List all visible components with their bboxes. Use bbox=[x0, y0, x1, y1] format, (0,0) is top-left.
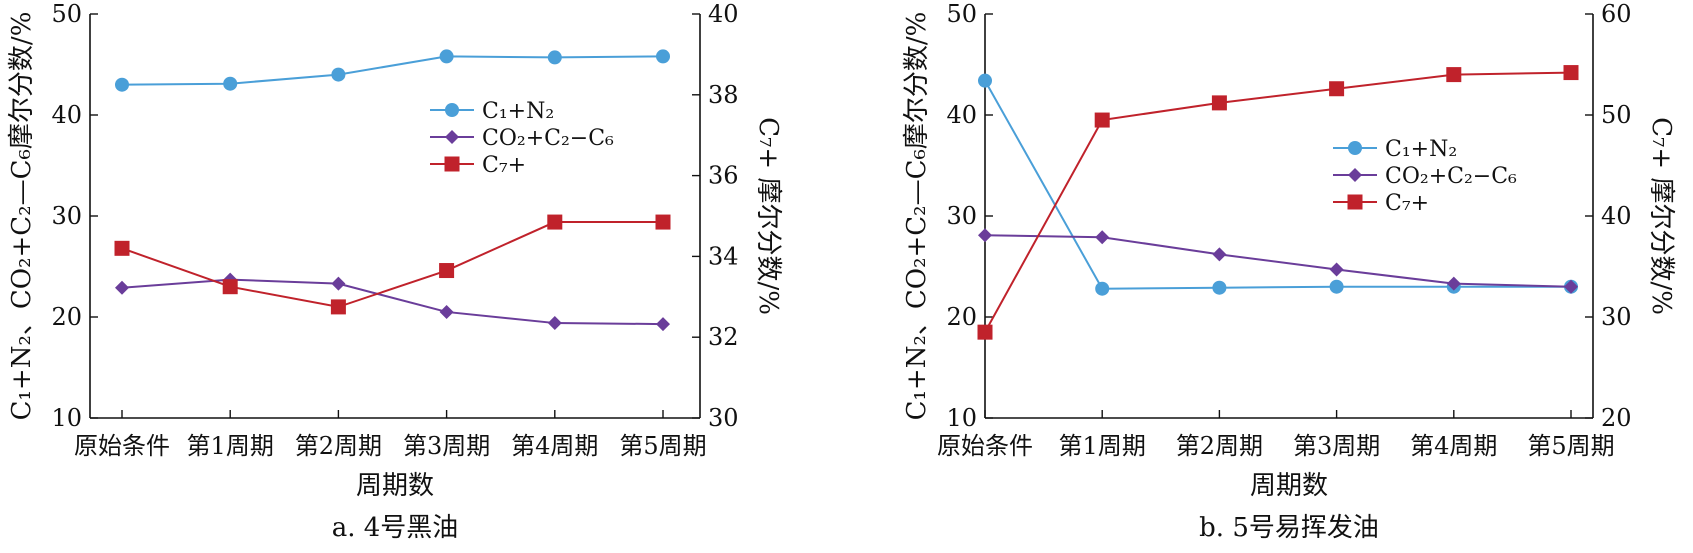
data-point bbox=[547, 50, 562, 65]
y-left-axis-label: C₁+N₂、CO₂+C₂—C₆摩尔分数/% bbox=[902, 12, 932, 421]
series-line bbox=[121, 221, 663, 308]
data-point bbox=[115, 77, 129, 92]
data-point bbox=[978, 228, 992, 243]
legend-marker bbox=[444, 156, 460, 172]
y-right-tick-label: 32 bbox=[708, 323, 739, 351]
data-point bbox=[655, 214, 671, 230]
data-point bbox=[223, 76, 238, 91]
data-point bbox=[222, 279, 238, 295]
legend-marker bbox=[1348, 141, 1362, 155]
y-left-tick-label: 20 bbox=[51, 303, 82, 331]
legend-marker bbox=[445, 103, 459, 117]
y-right-tick-label: 34 bbox=[708, 242, 739, 270]
x-tick-label: 第3周期 bbox=[403, 432, 490, 460]
data-point bbox=[1329, 81, 1345, 97]
y-left-tick-label: 30 bbox=[946, 202, 977, 230]
y-right-tick-label: 30 bbox=[708, 404, 739, 432]
y-right-tick-label: 38 bbox=[708, 81, 739, 109]
data-point bbox=[1211, 95, 1227, 111]
y-right-tick-label: 20 bbox=[1601, 404, 1632, 432]
data-point bbox=[331, 276, 346, 291]
y-left-axis-label: C₁+N₂、CO₂+C₂—C₆摩尔分数/% bbox=[7, 12, 37, 421]
y-right-tick-label: 50 bbox=[1601, 101, 1632, 129]
legend-marker bbox=[445, 130, 459, 144]
x-axis-label: 周期数 bbox=[1250, 471, 1328, 501]
y-left-tick-label: 50 bbox=[946, 0, 977, 28]
series-line bbox=[984, 234, 1572, 288]
series-line bbox=[121, 55, 664, 86]
y-left-tick-label: 20 bbox=[946, 303, 977, 331]
data-point bbox=[330, 299, 346, 315]
data-point bbox=[656, 49, 670, 64]
y-left-tick-label: 10 bbox=[51, 404, 82, 432]
legend-marker bbox=[1347, 194, 1363, 210]
data-point bbox=[1329, 279, 1344, 294]
x-axis-label: 周期数 bbox=[356, 471, 434, 501]
x-tick-label: 第5周期 bbox=[1527, 432, 1614, 460]
data-point bbox=[547, 214, 563, 230]
x-tick-label: 第2周期 bbox=[1176, 432, 1263, 460]
data-point bbox=[1095, 230, 1110, 245]
x-tick-label: 第4周期 bbox=[1410, 432, 1497, 460]
series-line bbox=[121, 278, 664, 326]
data-point bbox=[1446, 67, 1462, 83]
data-point bbox=[439, 304, 454, 319]
y-left-tick-label: 40 bbox=[51, 101, 82, 129]
series-line bbox=[984, 80, 1571, 290]
legend-label: CO₂+C₂−C₆ bbox=[482, 126, 614, 151]
y-left-tick-label: 10 bbox=[946, 404, 977, 432]
chart-panel: 10 20 30 40 50 30 32 34 36 38 40 原始条件 第1周期 第2周期 第3周期 第4… bbox=[7, 0, 783, 543]
data-point bbox=[1212, 247, 1227, 262]
data-point bbox=[656, 317, 670, 332]
y-right-tick-label: 40 bbox=[708, 0, 739, 28]
legend-label: C₇+ bbox=[1385, 191, 1429, 216]
legend-label: CO₂+C₂−C₆ bbox=[1385, 164, 1517, 189]
chart-caption: b. 5号易挥发油 bbox=[1199, 513, 1379, 543]
data-point bbox=[1212, 280, 1227, 295]
y-left-tick-label: 40 bbox=[946, 101, 977, 129]
x-tick-label: 原始条件 bbox=[74, 432, 170, 460]
data-point bbox=[1563, 65, 1579, 81]
y-right-tick-label: 40 bbox=[1601, 202, 1632, 230]
data-point bbox=[1329, 262, 1344, 277]
data-point bbox=[1564, 279, 1578, 294]
y-left-tick-label: 50 bbox=[51, 0, 82, 28]
data-point bbox=[1446, 276, 1461, 291]
x-tick-label: 第5周期 bbox=[619, 432, 706, 460]
chart-caption: a. 4号黑油 bbox=[332, 513, 459, 543]
y-right-tick-label: 60 bbox=[1601, 0, 1632, 28]
data-point bbox=[1094, 112, 1110, 128]
data-point bbox=[114, 240, 130, 256]
legend-label: C₇+ bbox=[482, 153, 526, 178]
x-tick-label: 第1周期 bbox=[187, 432, 274, 460]
y-right-axis-label: C₇+ 摩尔分数/% bbox=[753, 117, 783, 315]
y-right-tick-label: 30 bbox=[1601, 303, 1632, 331]
legend-label: C₁+N₂ bbox=[482, 99, 554, 124]
x-tick-label: 第1周期 bbox=[1059, 432, 1146, 460]
data-point bbox=[547, 316, 562, 331]
data-point bbox=[978, 73, 992, 88]
data-point bbox=[439, 263, 455, 279]
data-point bbox=[977, 324, 993, 340]
x-tick-label: 第2周期 bbox=[295, 432, 382, 460]
series-line bbox=[984, 71, 1572, 333]
chart-panel: 10 20 30 40 50 20 30 40 50 60 原始条件 第1周期 第2周期 第3周期 第4周期… bbox=[902, 0, 1676, 543]
data-point bbox=[331, 67, 346, 82]
y-left-tick-label: 30 bbox=[51, 202, 82, 230]
data-point bbox=[439, 49, 454, 64]
legend-marker bbox=[1348, 168, 1362, 182]
x-tick-label: 第3周期 bbox=[1293, 432, 1380, 460]
data-point bbox=[1095, 281, 1110, 296]
y-right-tick-label: 36 bbox=[708, 162, 739, 190]
y-right-axis-label: C₇+ 摩尔分数/% bbox=[1646, 117, 1676, 315]
legend-label: C₁+N₂ bbox=[1385, 137, 1457, 162]
x-tick-label: 原始条件 bbox=[937, 432, 1033, 460]
x-tick-label: 第4周期 bbox=[511, 432, 598, 460]
data-point bbox=[115, 280, 129, 295]
